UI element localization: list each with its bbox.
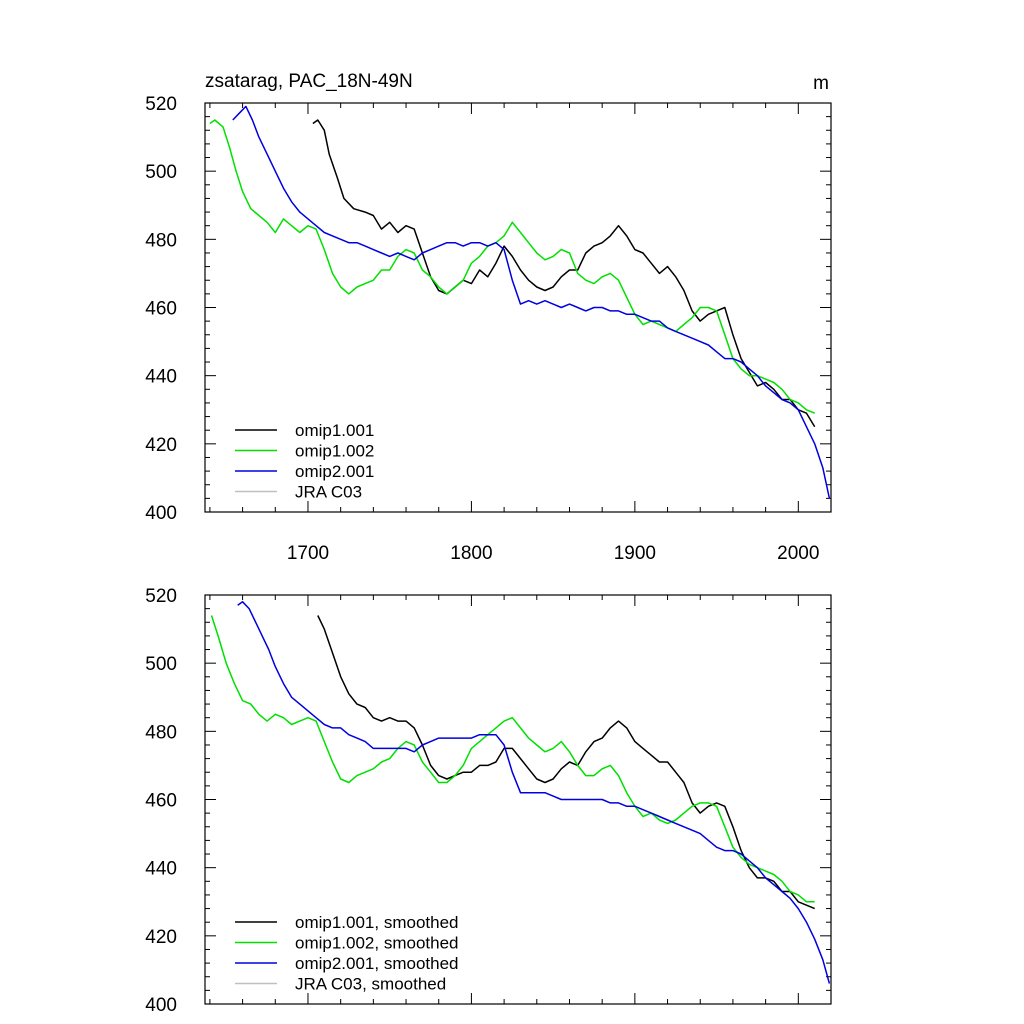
y-tick-label: 520 [145,586,177,607]
series-line-2 [212,616,815,902]
y-tick-label: 500 [145,654,177,675]
chart-panel-2: 400 420 440 460 480 500 520 omip1.001, smoothed… [145,586,831,1016]
legend-label: omip1.001, smoothed [295,913,459,932]
figure: 400 420 440 460 480 500 520 1700 1800 1900 2000 zsa… [0,0,1024,1024]
y-tick-label: 420 [145,435,177,456]
legend-label: JRA C03 [295,483,362,502]
y-tick-label: 400 [145,503,177,524]
series-line-1 [313,120,815,427]
y-tick-label: 440 [145,859,177,880]
legend-label: omip1.002, smoothed [295,934,459,953]
x-tick-label: 1700 [287,543,329,564]
chart-title: zsatarag, PAC_18N-49N [205,71,413,92]
x-tick-label: 1800 [450,543,492,564]
legend-label: omip1.001 [295,421,374,440]
y-tick-label: 440 [145,367,177,388]
legend-label: omip2.001, smoothed [295,954,459,973]
legend-label: JRA C03, smoothed [295,975,446,994]
y-tick-label: 520 [145,94,177,115]
x-tick-label: 2000 [777,543,819,564]
units-label: m [813,73,829,94]
legend-label: omip2.001 [295,462,374,481]
series-line-1 [318,616,815,909]
y-tick-label: 480 [145,722,177,743]
y-tick-label: 460 [145,299,177,320]
y-tick-label: 500 [145,162,177,183]
y-tick-label: 400 [145,995,177,1016]
series-line-2 [210,120,815,413]
y-tick-label: 420 [145,927,177,948]
y-tick-label: 480 [145,230,177,251]
y-tick-label: 460 [145,791,177,812]
legend-label: omip1.002 [295,442,374,461]
chart-panel-1: 400 420 440 460 480 500 520 1700 1800 1900 2000 zsa… [145,71,831,564]
x-tick-label: 1900 [614,543,656,564]
